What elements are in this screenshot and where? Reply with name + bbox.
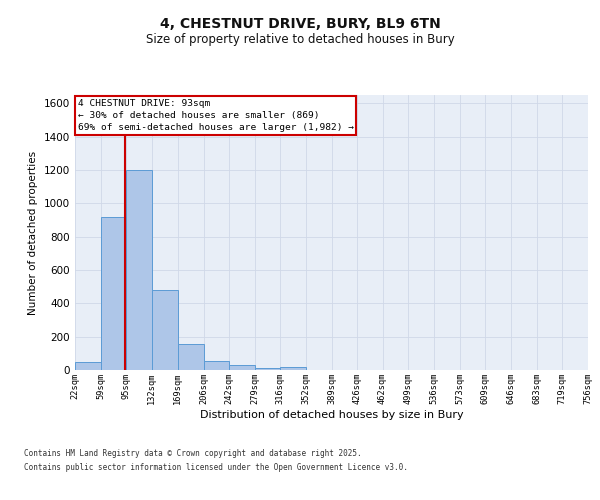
Bar xyxy=(280,366,305,370)
Bar xyxy=(254,368,280,370)
Bar xyxy=(152,290,178,370)
Text: Contains HM Land Registry data © Crown copyright and database right 2025.: Contains HM Land Registry data © Crown c… xyxy=(24,448,362,458)
Bar xyxy=(203,361,229,370)
Bar xyxy=(101,216,126,370)
Y-axis label: Number of detached properties: Number of detached properties xyxy=(28,150,38,314)
X-axis label: Distribution of detached houses by size in Bury: Distribution of detached houses by size … xyxy=(200,410,463,420)
Text: Contains public sector information licensed under the Open Government Licence v3: Contains public sector information licen… xyxy=(24,464,408,472)
Text: Size of property relative to detached houses in Bury: Size of property relative to detached ho… xyxy=(146,32,454,46)
Bar xyxy=(178,344,203,370)
Bar xyxy=(126,170,152,370)
Bar xyxy=(229,365,254,370)
Text: 4, CHESTNUT DRIVE, BURY, BL9 6TN: 4, CHESTNUT DRIVE, BURY, BL9 6TN xyxy=(160,18,440,32)
Bar xyxy=(75,362,101,370)
Text: 4 CHESTNUT DRIVE: 93sqm
← 30% of detached houses are smaller (869)
69% of semi-d: 4 CHESTNUT DRIVE: 93sqm ← 30% of detache… xyxy=(77,99,353,132)
